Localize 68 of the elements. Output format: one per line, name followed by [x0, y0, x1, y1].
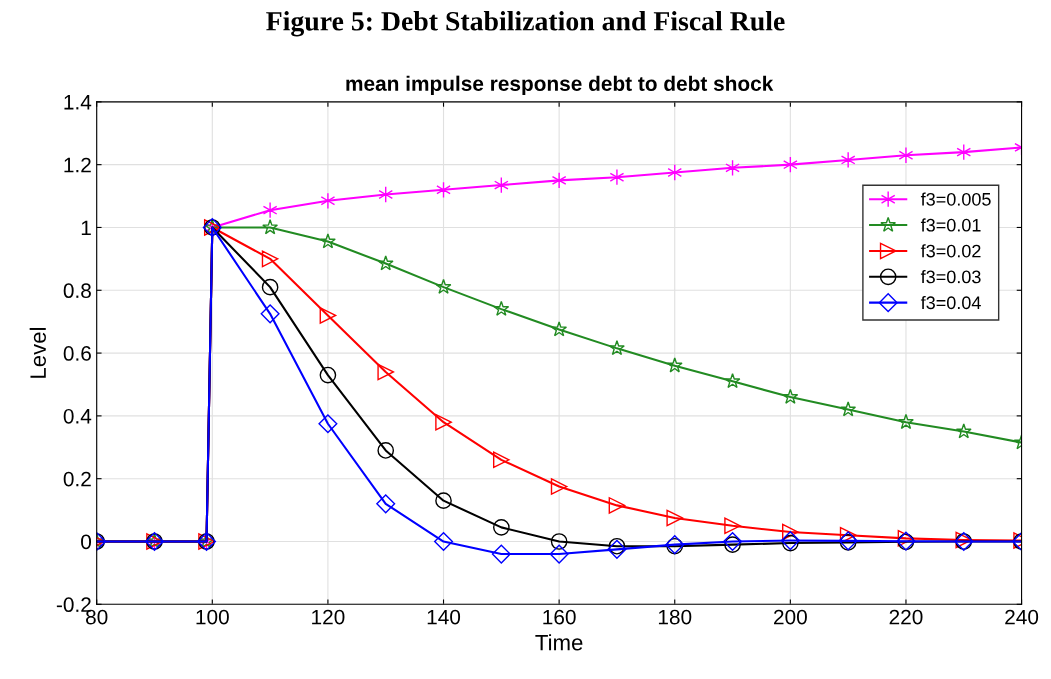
x-tick-label: 160 — [543, 609, 576, 625]
y-tick-label: 0.6 — [63, 346, 91, 361]
point — [608, 340, 625, 356]
y-tick-label: 0 — [81, 534, 92, 550]
legend-label: f3=0.01 — [920, 218, 981, 232]
legend-label: f3=0.03 — [920, 270, 981, 284]
x-axis-title: Time — [535, 634, 583, 651]
point — [435, 413, 452, 431]
point — [898, 413, 914, 430]
chart-subtitle: Figure 5: Debt Stabilization and Fiscal Rule — [266, 11, 785, 37]
point — [724, 517, 741, 535]
point — [320, 192, 336, 210]
x-tick-label: 120 — [312, 609, 345, 625]
point — [782, 523, 799, 541]
point — [666, 357, 683, 373]
x-tick-label: 180 — [658, 609, 692, 625]
point — [898, 146, 914, 164]
point — [723, 531, 743, 552]
point — [377, 442, 395, 459]
point — [318, 414, 338, 434]
point — [551, 172, 567, 189]
point — [261, 278, 279, 296]
point — [491, 544, 511, 564]
point — [433, 531, 454, 552]
point — [551, 321, 568, 337]
y-tick-label: 1 — [81, 220, 91, 236]
point — [608, 497, 626, 514]
point — [666, 509, 684, 527]
point — [955, 423, 972, 439]
x-tick-label: 140 — [427, 609, 461, 625]
point — [435, 278, 452, 295]
y-tick-label: 0.8 — [63, 283, 91, 299]
y-tick-label: 1.4 — [64, 95, 92, 110]
x-tick-label: 240 — [1005, 609, 1039, 625]
y-tick-label: 0.4 — [63, 408, 92, 424]
point — [549, 544, 569, 564]
x-tick-label: 200 — [774, 609, 807, 625]
legend-label: f3=0.005 — [920, 192, 991, 206]
point — [319, 307, 337, 324]
point — [261, 250, 279, 268]
point — [435, 492, 452, 510]
point — [492, 451, 510, 469]
y-tick-label: 0.2 — [63, 471, 91, 487]
point — [262, 219, 279, 235]
point — [609, 168, 625, 186]
x-tick-label: 100 — [196, 609, 229, 625]
point — [319, 233, 336, 249]
point — [840, 151, 856, 169]
x-tick-label: 220 — [889, 609, 923, 625]
point — [550, 533, 568, 550]
point — [319, 366, 337, 384]
point — [840, 401, 857, 417]
point — [260, 304, 280, 324]
point — [377, 255, 394, 271]
point — [376, 494, 396, 514]
point — [493, 300, 510, 316]
y-tick-label: 1.2 — [64, 157, 91, 173]
y-axis-title: Level — [29, 328, 46, 378]
legend-label: f3=0.04 — [920, 295, 981, 310]
point — [782, 388, 799, 404]
point — [724, 536, 741, 553]
point — [724, 373, 741, 389]
chart-title: mean impulse response debt to debt shock — [346, 75, 774, 96]
point — [262, 201, 278, 219]
point — [492, 519, 510, 536]
point — [377, 363, 395, 381]
legend-label: f3=0.02 — [920, 244, 981, 258]
point — [550, 478, 568, 495]
